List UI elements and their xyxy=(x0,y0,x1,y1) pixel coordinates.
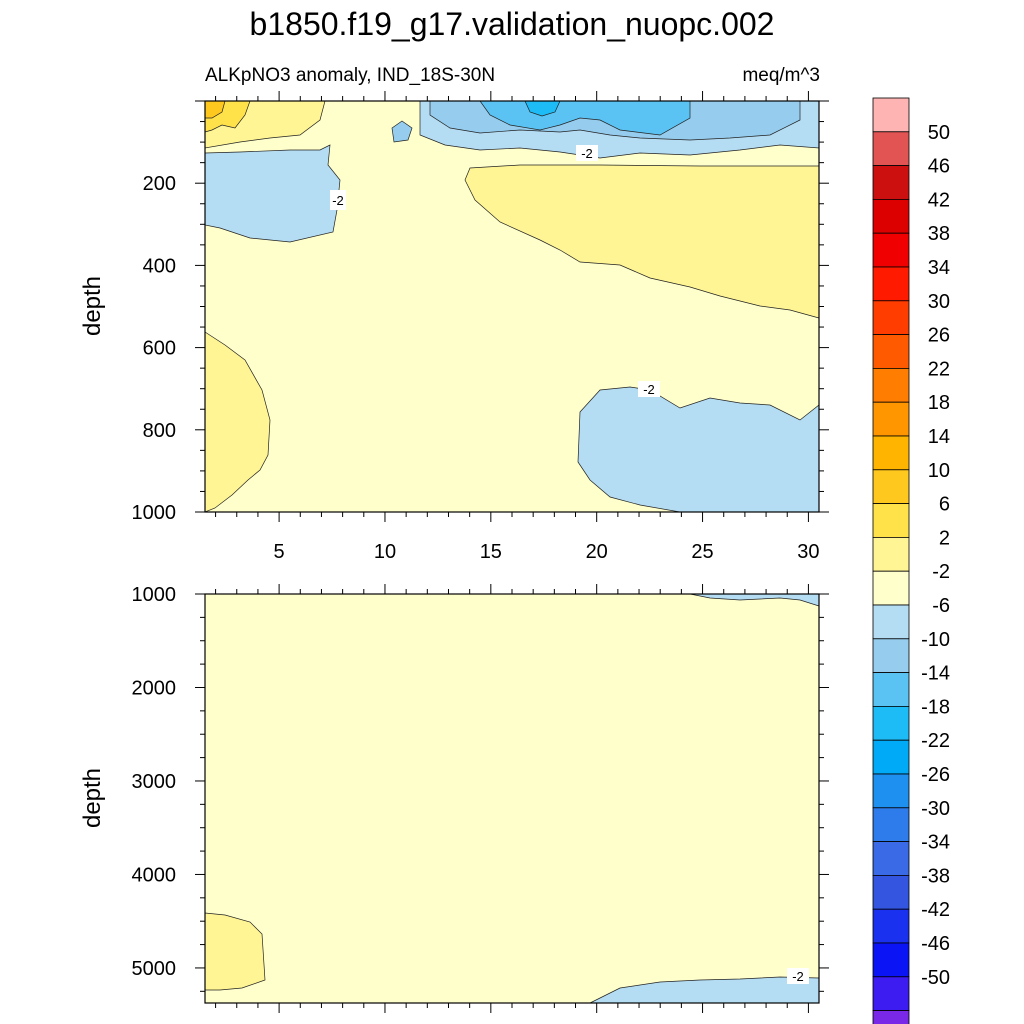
lower-panel: -2 1000 2000 3000 4000 5000 xyxy=(132,584,829,1013)
upper-positive-region-right xyxy=(464,164,820,319)
upper-axis-ticks: 5 10 15 20 25 30 200 400 600 800 1000 xyxy=(132,91,829,563)
upper-x-tick-label: 5 xyxy=(274,541,285,563)
upper-negative-region-left xyxy=(204,144,341,243)
upper-contour-label-2: -2 xyxy=(330,190,346,210)
colorbar-swatch xyxy=(872,232,910,268)
colorbar-swatch xyxy=(872,367,910,403)
colorbar-swatch xyxy=(872,875,910,910)
colorbar-label: -26 xyxy=(921,764,950,786)
lower-y-axis-label: depth xyxy=(79,768,106,828)
colorbar-swatch xyxy=(872,570,910,606)
upper-x-tick-label: 15 xyxy=(480,541,502,563)
svg-text:-2: -2 xyxy=(581,146,593,161)
chart-title: b1850.f19_g17.validation_nuopc.002 xyxy=(250,6,775,42)
lower-y-tick-label: 1000 xyxy=(132,584,177,606)
lower-positive-region-bottom-left xyxy=(204,912,266,991)
colorbar-swatch xyxy=(872,198,910,234)
colorbar-label: -2 xyxy=(932,561,950,583)
colorbar-swatch xyxy=(872,706,910,741)
colorbar-label: 18 xyxy=(928,392,950,414)
colorbar-swatch xyxy=(872,503,910,538)
colorbar-swatch xyxy=(872,401,910,437)
colorbar-label: 14 xyxy=(928,426,950,448)
upper-y-tick-label: 1000 xyxy=(132,502,177,524)
colorbar-label: -6 xyxy=(932,595,950,617)
colorbar-swatch xyxy=(872,300,910,335)
colorbar-label: -50 xyxy=(921,967,950,989)
colorbar-swatch xyxy=(872,841,910,876)
upper-y-tick-label: 200 xyxy=(143,173,176,195)
colorbar-label: -22 xyxy=(921,730,950,752)
upper-y-axis-label: depth xyxy=(79,276,106,336)
colorbar-swatch xyxy=(872,908,910,944)
upper-y-tick-label: 600 xyxy=(143,338,176,360)
colorbar-swatch xyxy=(872,773,910,809)
svg-text:-2: -2 xyxy=(332,193,344,208)
colorbar: 50 46 42 38 34 30 26 22 18 14 10 6 2 -2 -6 -10 -14 -18 -22… xyxy=(872,97,950,1024)
colorbar-label: 46 xyxy=(928,156,950,178)
lower-panel-background xyxy=(205,594,819,1003)
upper-x-tick-label: 20 xyxy=(586,541,608,563)
colorbar-swatch xyxy=(872,739,910,775)
colorbar-swatch xyxy=(872,638,910,673)
colorbar-swatch xyxy=(872,165,910,200)
upper-y-tick-label: 800 xyxy=(143,420,176,442)
colorbar-swatch xyxy=(872,469,910,504)
colorbar-swatch xyxy=(872,672,910,707)
colorbar-label: -38 xyxy=(921,865,950,887)
colorbar-swatch xyxy=(872,807,910,842)
lower-y-tick-label: 3000 xyxy=(132,771,177,793)
upper-panel: -2 -2 -2 5 10 15 20 25 30 200 400 600 800 1000 xyxy=(132,91,829,563)
colorbar-label: 42 xyxy=(928,189,950,211)
colorbar-label: 38 xyxy=(928,223,950,245)
colorbar-label: -34 xyxy=(921,832,950,854)
svg-text:-2: -2 xyxy=(643,382,655,397)
colorbar-swatch xyxy=(872,976,910,1011)
colorbar-label: 34 xyxy=(928,257,950,279)
lower-y-tick-label: 2000 xyxy=(132,677,177,699)
upper-contour-label-3: -2 xyxy=(638,381,660,397)
colorbar-label: 30 xyxy=(928,291,950,313)
upper-positive-region-bottom-left xyxy=(204,331,271,513)
upper-x-tick-label: 25 xyxy=(691,541,713,563)
lower-contour-label-1: -2 xyxy=(787,968,809,984)
colorbar-swatch xyxy=(872,131,910,167)
colorbar-swatch xyxy=(872,942,910,978)
lower-y-tick-label: 5000 xyxy=(132,958,177,980)
colorbar-swatch xyxy=(872,1010,910,1024)
chart-subtitle-right: meq/m^3 xyxy=(742,65,820,86)
colorbar-swatch xyxy=(872,266,910,302)
lower-y-tick-label: 4000 xyxy=(132,864,177,886)
colorbar-label: -46 xyxy=(921,933,950,955)
lower-axis-ticks: 1000 2000 3000 4000 5000 xyxy=(132,584,829,1013)
colorbar-label: 22 xyxy=(928,358,950,380)
upper-negative-patch-small xyxy=(391,120,413,143)
upper-y-tick-label: 400 xyxy=(143,255,176,277)
chart-subtitle-left: ALKpNO3 anomaly, IND_18S-30N xyxy=(205,65,495,86)
colorbar-swatch xyxy=(872,97,910,133)
colorbar-label: -42 xyxy=(921,899,950,921)
colorbar-swatch xyxy=(872,604,910,640)
upper-contour-label-1: -2 xyxy=(576,145,598,161)
colorbar-label: -18 xyxy=(921,696,950,718)
colorbar-label: 2 xyxy=(939,527,950,549)
colorbar-swatch xyxy=(872,537,910,572)
colorbar-label: 50 xyxy=(928,122,950,144)
colorbar-label: 26 xyxy=(928,325,950,347)
colorbar-label: 6 xyxy=(939,494,950,516)
colorbar-swatch xyxy=(872,334,910,369)
colorbar-swatch xyxy=(872,435,910,471)
colorbar-label: 10 xyxy=(928,460,950,482)
upper-x-tick-label: 10 xyxy=(374,541,396,563)
colorbar-label: -30 xyxy=(921,798,950,820)
svg-text:-2: -2 xyxy=(792,969,804,984)
colorbar-label: -14 xyxy=(921,663,950,685)
colorbar-label: -10 xyxy=(921,629,950,651)
upper-x-tick-label: 30 xyxy=(797,541,819,563)
